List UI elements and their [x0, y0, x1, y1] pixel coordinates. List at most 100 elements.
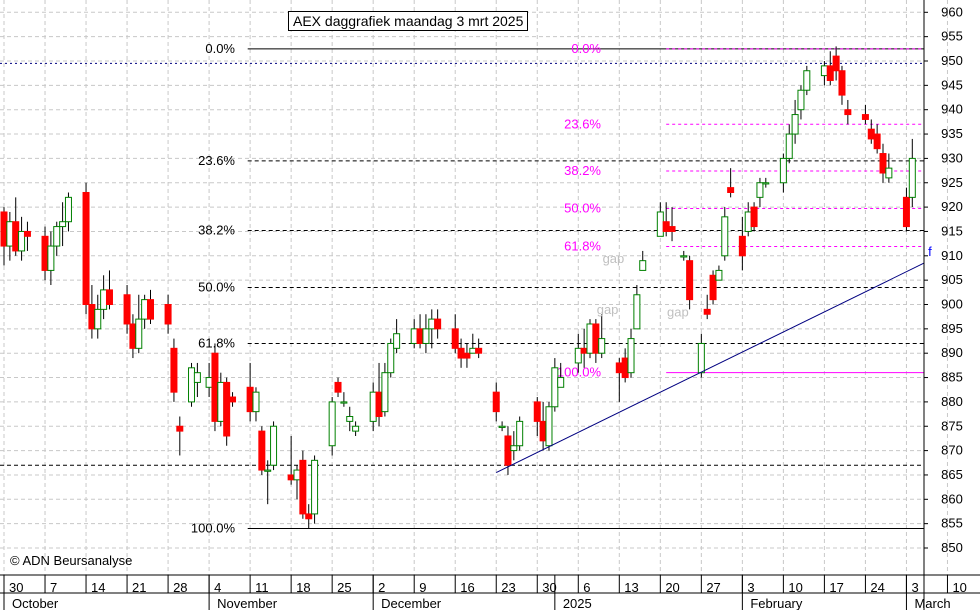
candle-down [580, 347, 588, 354]
candle-down [686, 260, 694, 301]
candle-down [902, 196, 910, 228]
candle-down [164, 304, 172, 325]
candle-up [141, 299, 149, 320]
candle-down [147, 299, 154, 320]
candle-up [574, 347, 582, 364]
y-tick-label: 930 [941, 150, 963, 165]
y-tick-label: 935 [941, 126, 963, 141]
y-tick-label: 960 [941, 4, 963, 19]
x-tick-label: 10 [788, 580, 802, 595]
candle-up [6, 221, 14, 247]
candle-down [246, 386, 254, 413]
candle-down [375, 391, 383, 418]
fib-major-label: 38.2% [198, 222, 235, 237]
candle-up [59, 221, 67, 228]
candle-down [463, 352, 471, 359]
x-tick-label: 10 [952, 580, 966, 595]
candle-down [504, 435, 512, 466]
candle-up [410, 328, 418, 344]
candle-up [270, 425, 278, 466]
candle-up [47, 245, 55, 271]
candle-down [41, 235, 49, 271]
x-tick-label: 23 [501, 580, 515, 595]
y-tick-label: 850 [941, 540, 963, 555]
x-tick-label: 6 [583, 580, 590, 595]
candle-up [627, 338, 635, 374]
candle-down [727, 187, 735, 193]
candle-up [193, 372, 201, 383]
y-tick-label: 920 [941, 199, 963, 214]
x-tick-label: 7 [50, 580, 57, 595]
candle-down [82, 191, 90, 306]
x-tick-label: 17 [829, 580, 843, 595]
y-tick-label: 895 [941, 321, 963, 336]
candle-up [744, 211, 752, 232]
y-tick-label: 900 [941, 297, 963, 312]
candle-up [340, 401, 348, 404]
candle-up [428, 318, 436, 330]
x-tick-label: 9 [419, 580, 426, 595]
candle-down [838, 70, 846, 96]
candle-up [352, 425, 360, 432]
x-tick-label: 25 [337, 580, 351, 595]
candle-up [205, 377, 213, 388]
y-tick-label: 940 [941, 102, 963, 117]
candle-down [492, 391, 500, 413]
overlay-layer: gap gap gap f [496, 244, 932, 473]
month-label: February [750, 596, 803, 610]
x-tick-label: 30 [9, 580, 23, 595]
candle-down [621, 357, 629, 379]
fib-major-label: 23.6% [198, 153, 235, 168]
candle-down [826, 65, 834, 81]
candle-up [885, 167, 893, 179]
annotation-label: f [928, 244, 932, 259]
fib-major-label: 61.8% [198, 335, 235, 350]
y-tick-label: 865 [941, 467, 963, 482]
x-tick-label: 18 [296, 580, 310, 595]
candle-down [105, 289, 113, 306]
candle-down [879, 153, 887, 174]
candle-up [387, 342, 395, 374]
candle-down [223, 381, 231, 437]
x-tick-label: 13 [624, 580, 638, 595]
candle-up [252, 391, 260, 413]
fib-minor-label: 38.2% [564, 163, 601, 178]
candle-up [328, 401, 336, 447]
candle-up [422, 328, 430, 344]
y-tick-label: 910 [941, 248, 963, 263]
candle-up [756, 182, 764, 198]
candle-up [393, 333, 401, 349]
candle-down [176, 425, 184, 432]
candle-down [23, 230, 31, 237]
month-label: October [12, 596, 59, 610]
candle-down [668, 226, 676, 232]
annotation-label: gap [667, 305, 689, 320]
fib-major-label: 0.0% [205, 41, 235, 56]
candle-up [369, 391, 377, 422]
candle-up [586, 323, 594, 354]
candle-up [908, 157, 916, 198]
candle-down [533, 401, 541, 422]
y-tick-label: 955 [941, 29, 963, 44]
y-tick-label: 950 [941, 53, 963, 68]
candle-up [18, 230, 26, 252]
candle-up [498, 425, 506, 428]
candle-up [94, 308, 102, 330]
candle-down [703, 308, 711, 315]
x-tick-label: 3 [911, 580, 918, 595]
x-tick-label: 21 [132, 580, 146, 595]
candle-down [451, 328, 459, 349]
candle-up [762, 182, 770, 185]
candle-down [334, 381, 342, 393]
reference-lines-layer: 0.0% 23.6% 38.2% 50.0% 61.8% 100.0% 0.0% 23.6% 3… [0, 41, 924, 536]
annotation-label: gap [603, 251, 625, 266]
x-tick-label: 30 [542, 580, 556, 595]
y-tick-label: 870 [941, 443, 963, 458]
x-tick-label: 24 [870, 580, 884, 595]
candle-down [416, 328, 424, 344]
month-label: November [217, 596, 278, 610]
month-label: 2025 [563, 596, 592, 610]
candle-down [434, 318, 442, 330]
candle-down [229, 396, 237, 403]
